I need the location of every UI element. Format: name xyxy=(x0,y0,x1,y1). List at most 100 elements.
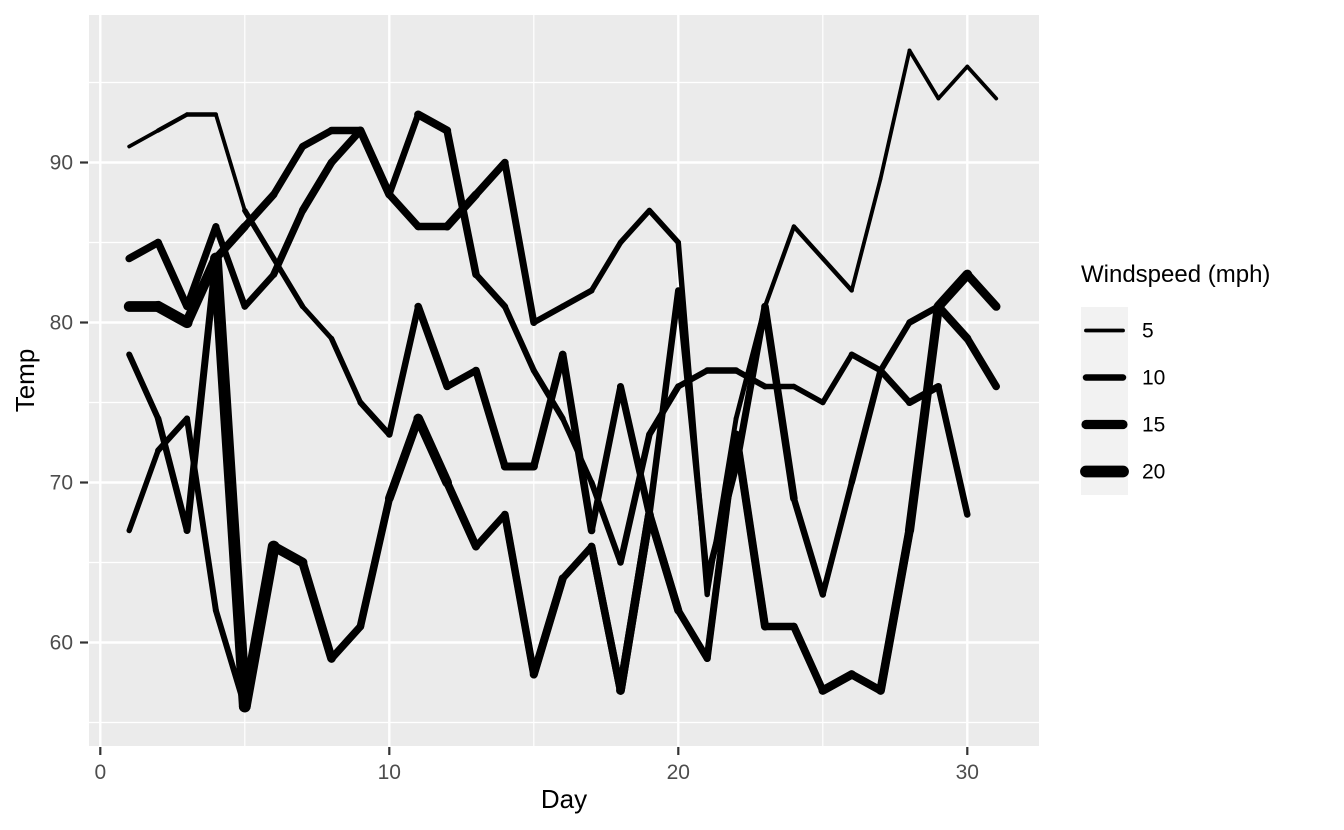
series-segment-group-4 xyxy=(876,526,914,695)
series-segment-group-5 xyxy=(616,382,653,519)
series-segment-group-1 xyxy=(126,447,161,534)
series-segment-group-3 xyxy=(878,48,912,181)
series-segment-group-2 xyxy=(848,351,884,374)
series-segment-group-3 xyxy=(356,126,394,199)
legend-title: Windspeed (mph) xyxy=(1081,261,1270,288)
x-axis-title: Day xyxy=(541,784,587,814)
series-segment-group-3 xyxy=(617,207,653,246)
legend-label: 5 xyxy=(1142,320,1154,343)
y-tick-label: 70 xyxy=(50,472,73,495)
series-segment-group-5 xyxy=(472,366,509,471)
series-segment-group-3 xyxy=(820,256,854,293)
series-segment-group-3 xyxy=(936,64,970,101)
series-segment-group-3 xyxy=(472,158,509,199)
series-segment-group-4 xyxy=(443,478,481,551)
series-segment-group-4 xyxy=(501,510,538,679)
series-segment-group-4 xyxy=(268,541,308,568)
series-segment-group-5 xyxy=(414,302,451,391)
series-segment-group-2 xyxy=(877,319,913,374)
series-segment-group-4 xyxy=(298,558,336,663)
series-segment-group-3 xyxy=(443,190,481,231)
series-segment-group-5 xyxy=(675,287,711,582)
series-segment-group-5 xyxy=(732,302,769,471)
series-segment-group-3 xyxy=(849,176,883,293)
series-segment-group-4 xyxy=(356,494,394,631)
series-segment-group-4 xyxy=(818,670,857,695)
series-segment-group-3 xyxy=(154,238,191,311)
series-segment-group-2 xyxy=(617,431,653,566)
series-segment-group-3 xyxy=(762,224,797,309)
series-segment-group-4 xyxy=(962,270,1001,311)
series-segment-group-4 xyxy=(587,542,625,695)
series-segment-group-2 xyxy=(126,351,162,422)
series-segment-group-3 xyxy=(588,239,624,294)
series-segment-group-2 xyxy=(443,126,480,279)
series-segment-group-2 xyxy=(183,254,220,535)
series-segment-group-4 xyxy=(238,540,280,713)
series-segment-group-3 xyxy=(501,158,538,327)
series-segment-group-2 xyxy=(530,367,566,422)
series-segment-group-5 xyxy=(357,399,393,438)
y-tick-label: 90 xyxy=(50,152,73,175)
series-segment-group-5 xyxy=(790,495,827,598)
y-tick-label: 80 xyxy=(50,312,73,335)
series-segment-group-4 xyxy=(847,670,885,695)
series-segment-group-2 xyxy=(154,415,191,534)
legend-label: 20 xyxy=(1142,461,1165,484)
series-segment-group-5 xyxy=(588,383,624,534)
series-segment-group-4 xyxy=(933,269,973,312)
series-segment-group-5 xyxy=(558,350,596,535)
series-segment-group-5 xyxy=(935,383,971,518)
series-segment-group-5 xyxy=(646,287,682,518)
series-segment-group-5 xyxy=(127,128,161,149)
series-segment-group-4 xyxy=(529,574,567,679)
series-segment-group-3 xyxy=(212,223,249,310)
series-segment-group-5 xyxy=(905,382,942,407)
series-segment-group-2 xyxy=(964,335,1000,390)
series-segment-group-5 xyxy=(761,302,798,503)
y-tick-label: 60 xyxy=(50,632,73,655)
series-segment-group-2 xyxy=(791,383,826,406)
series-segment-group-3 xyxy=(327,126,365,167)
series-segment-group-2 xyxy=(299,126,336,151)
legend-label: 10 xyxy=(1142,367,1165,390)
series-segment-group-2 xyxy=(820,351,855,406)
series-segment-group-3 xyxy=(965,64,999,101)
series-segment-group-5 xyxy=(300,304,334,341)
x-tick-label: 10 xyxy=(378,761,401,784)
series-segment-group-5 xyxy=(703,463,740,582)
series-segment-group-2 xyxy=(675,367,711,390)
series-segment-group-3 xyxy=(385,190,422,231)
series-segment-group-4 xyxy=(559,542,596,583)
series-segment-group-5 xyxy=(877,367,913,406)
series-segment-group-4 xyxy=(616,510,654,695)
series-segment-group-5 xyxy=(213,112,247,213)
series-segment-group-3 xyxy=(791,224,825,261)
series-segment-group-2 xyxy=(414,110,452,135)
series-segment-group-4 xyxy=(645,510,683,615)
series-segment-group-5 xyxy=(443,366,480,391)
series-segment-group-5 xyxy=(530,350,567,471)
y-axis-title: Temp xyxy=(10,349,40,413)
legend-label: 15 xyxy=(1142,414,1165,437)
series-segment-group-2 xyxy=(501,303,537,374)
series-segment-group-4 xyxy=(413,413,452,488)
series-segment-group-3 xyxy=(183,222,220,311)
series-segment-group-3 xyxy=(241,271,277,310)
series-segment-group-2 xyxy=(386,111,422,198)
x-tick-label: 30 xyxy=(956,761,979,784)
series-segment-group-4 xyxy=(327,622,365,663)
series-segment-group-4 xyxy=(703,430,740,663)
series-segment-group-5 xyxy=(242,207,277,262)
series-segment-group-5 xyxy=(270,255,306,310)
series-segment-group-5 xyxy=(819,479,855,598)
series-segment-group-1 xyxy=(184,415,219,614)
series-segment-group-3 xyxy=(125,238,162,263)
series-segment-group-5 xyxy=(155,112,190,133)
series-segment-group-3 xyxy=(530,303,566,326)
series-segment-group-4 xyxy=(904,301,943,536)
series-segment-group-2 xyxy=(472,271,509,310)
series-segment-group-5 xyxy=(328,335,364,406)
